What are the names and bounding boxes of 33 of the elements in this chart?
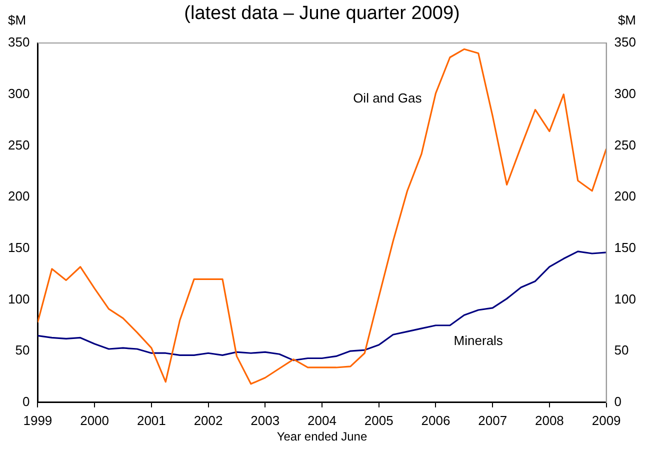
y-tick-label: 250	[8, 137, 30, 152]
y-tick-label: 0	[22, 394, 30, 409]
x-tick-label: 2009	[592, 412, 621, 428]
y2-tick-label: 150	[614, 240, 636, 255]
chart-subtitle: (latest data – June quarter 2009)	[184, 3, 460, 24]
series-label: Minerals	[454, 332, 504, 348]
y2-tick-label: 350	[614, 34, 636, 50]
x-tick-label: 2008	[534, 412, 564, 428]
y-tick-label: 200	[8, 188, 30, 204]
y-tick-label: 300	[8, 86, 30, 101]
y-tick-label: 150	[8, 240, 30, 255]
y2-tick-label: 250	[614, 137, 636, 152]
y2-tick-label: 300	[614, 86, 636, 101]
x-tick-label: 2004	[308, 412, 336, 428]
y-tick-label: 100	[8, 291, 30, 306]
x-tick-label: 1999	[23, 412, 52, 428]
x-tick-label: 2003	[250, 412, 280, 428]
x-axis-title: Year ended June	[276, 430, 368, 444]
y2-tick-label: 0	[614, 394, 622, 409]
y2-tick-label: 200	[614, 188, 636, 204]
x-tick-label: 2005	[364, 412, 394, 428]
x-tick-label: 2002	[194, 412, 223, 428]
y2-tick-label: 50	[614, 342, 629, 358]
y2-axis-title: $M	[618, 12, 636, 28]
x-tick-label: 2000	[80, 412, 110, 428]
y2-tick-label: 100	[614, 291, 636, 306]
x-tick-label: 2006	[421, 412, 450, 428]
y-axis-title: $M	[8, 12, 26, 28]
x-tick-label: 2001	[136, 412, 166, 428]
series-label: Oil and Gas	[353, 90, 422, 106]
x-tick-label: 2007	[478, 412, 508, 428]
y-tick-label: 50	[15, 342, 30, 358]
y-tick-label: 350	[8, 34, 30, 50]
